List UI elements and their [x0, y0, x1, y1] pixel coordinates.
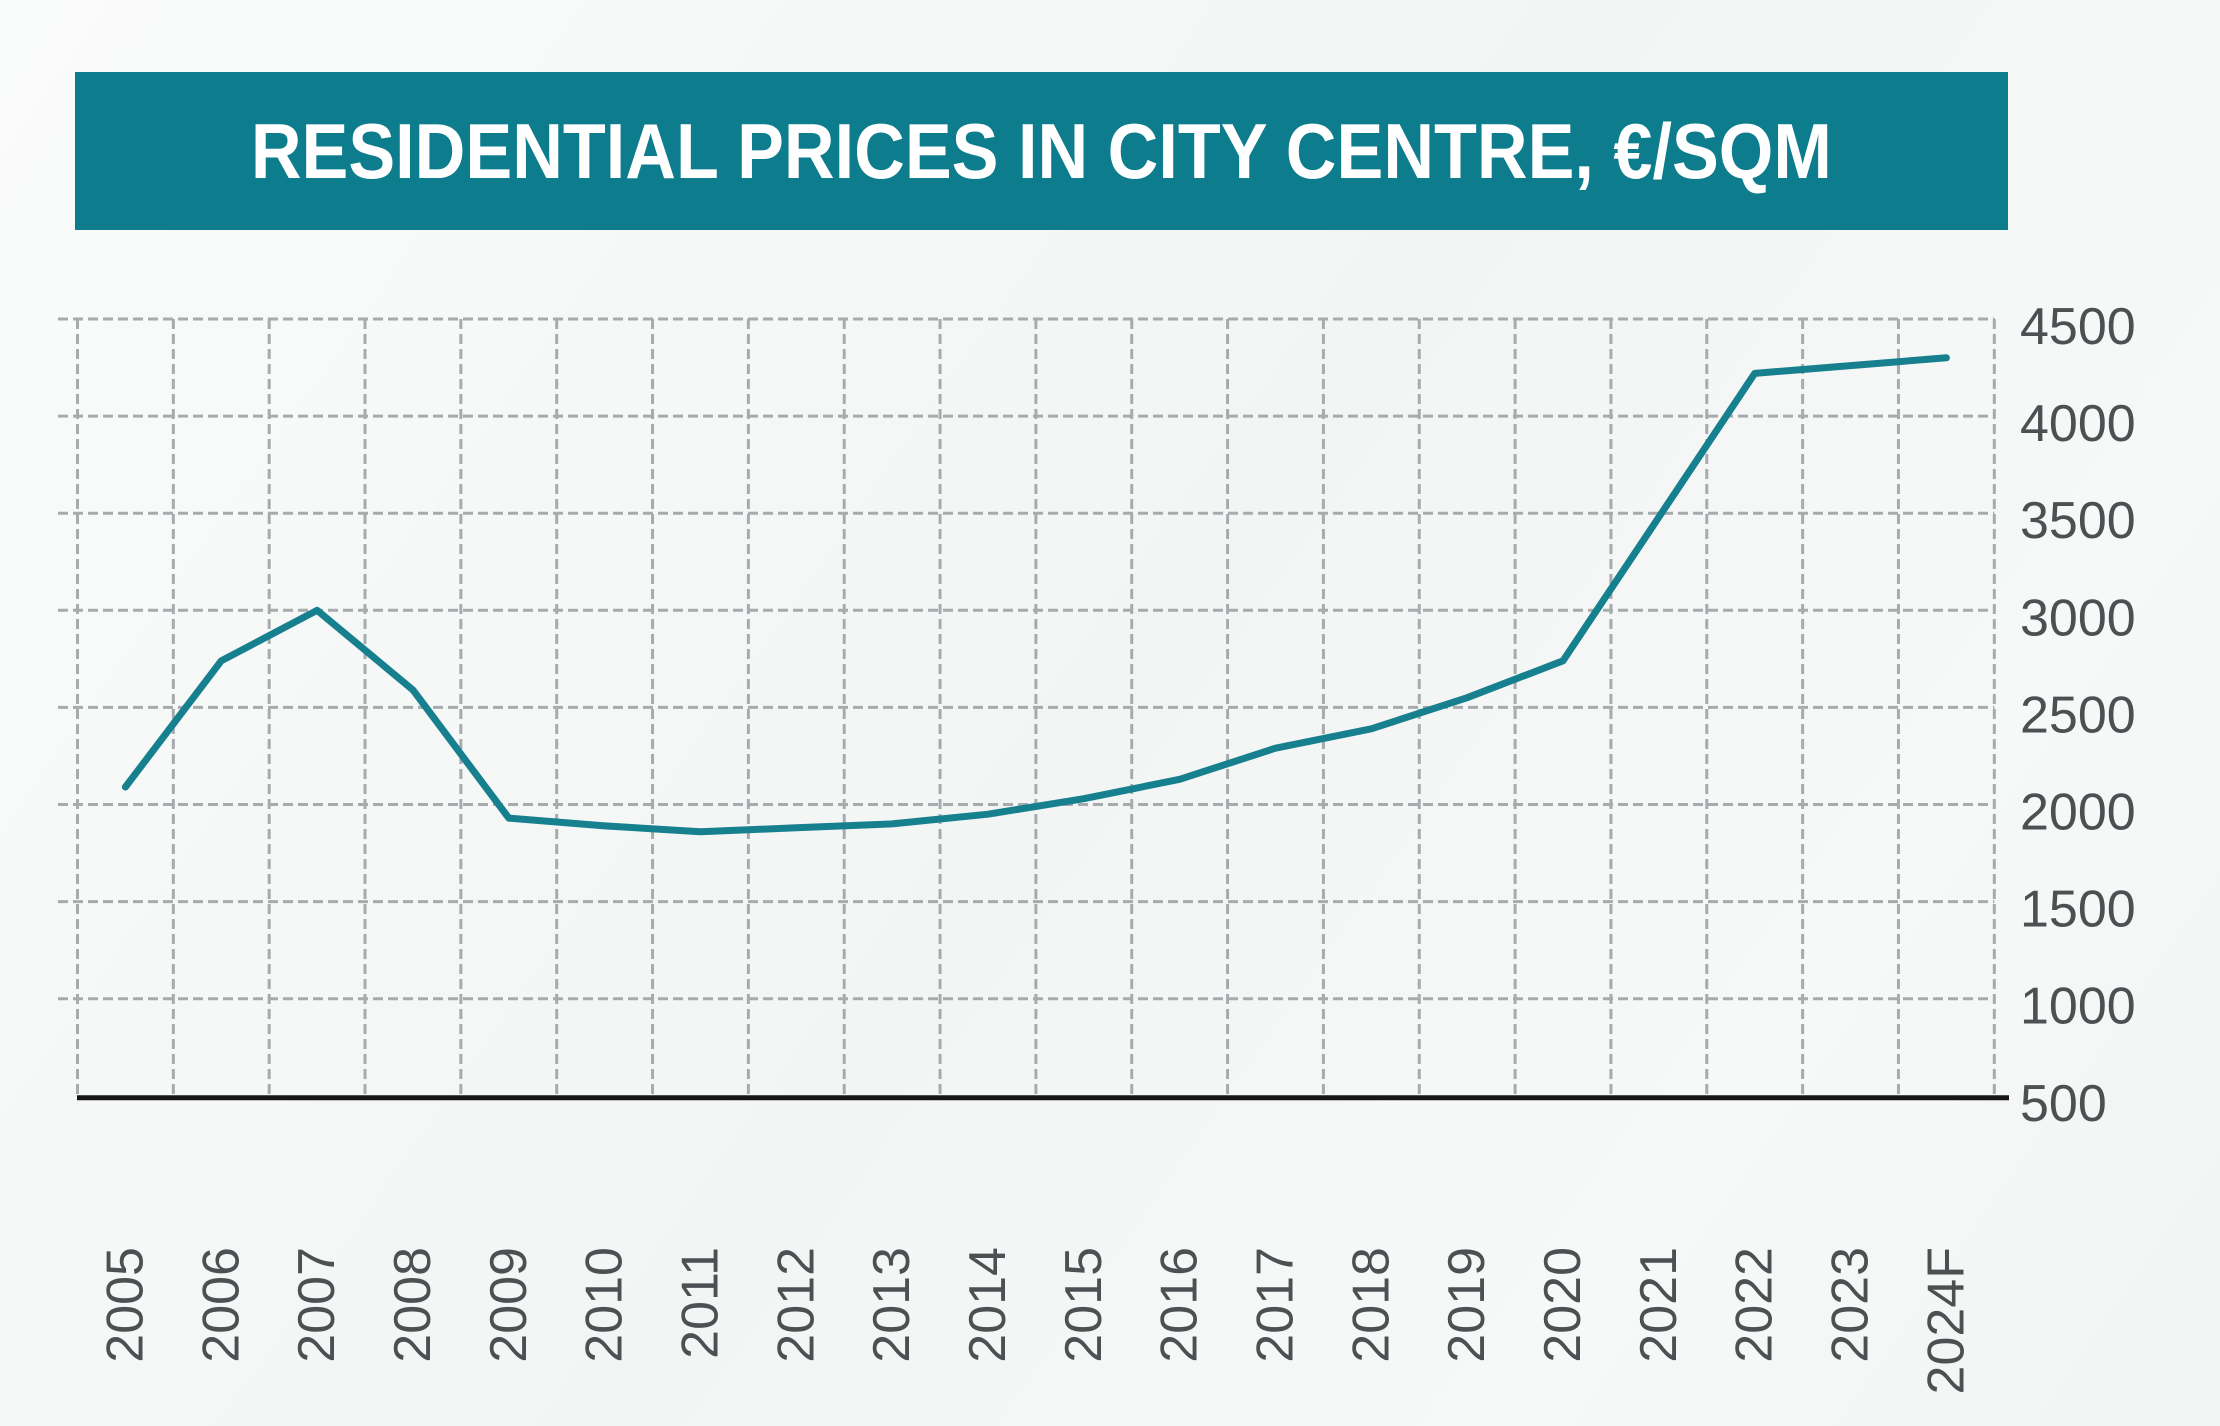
x-axis-label: 2006: [192, 1247, 250, 1363]
chart-title: RESIDENTIAL PRICES IN CITY CENTRE, €/SQM: [250, 106, 1833, 195]
x-axis-label: 2023: [1822, 1247, 1880, 1363]
x-axis-label: 2011: [671, 1247, 729, 1359]
x-axis-label: 2008: [384, 1247, 442, 1363]
y-axis-label: 3500: [2020, 492, 2136, 550]
x-axis-label: 2010: [576, 1247, 634, 1363]
x-axis-label: 2005: [96, 1247, 154, 1363]
x-axis-label: 2019: [1438, 1247, 1496, 1363]
x-axis-label: 2024F: [1917, 1247, 1975, 1394]
x-axis-label: 2012: [767, 1247, 825, 1363]
x-axis-label: 2017: [1247, 1247, 1305, 1363]
x-axis-label: 2022: [1726, 1247, 1784, 1363]
x-axis-label: 2021: [1630, 1247, 1688, 1363]
y-axis-label: 2500: [2020, 686, 2136, 744]
x-axis-label: 2016: [1151, 1247, 1209, 1363]
price-line: [121, 354, 1950, 836]
x-axis-labels: 2005 2006 2007 2008 2009 2010 2011 2012 2013 2014…: [96, 1247, 1975, 1394]
x-axis-label: 2007: [288, 1247, 346, 1363]
y-axis-labels: 4500 4000 3500 3000 2500 2000 1500 1000 500: [2020, 298, 2136, 1133]
grid-horizontal-lines: [58, 317, 1995, 1001]
y-axis-label: 4500: [2020, 298, 2136, 356]
y-axis-label: 3000: [2020, 589, 2136, 647]
y-axis-label: 4000: [2020, 395, 2136, 453]
x-axis-label: 2014: [959, 1247, 1017, 1363]
y-axis-label: 1000: [2020, 978, 2136, 1036]
y-axis-label: 1500: [2020, 881, 2136, 939]
title-banner: RESIDENTIAL PRICES IN CITY CENTRE, €/SQM: [75, 72, 2008, 230]
y-axis-label: 500: [2020, 1075, 2107, 1133]
y-axis-label: 2000: [2020, 784, 2136, 842]
x-axis-label: 2009: [480, 1247, 538, 1363]
price-line-group: [121, 354, 1950, 836]
x-axis-label: 2018: [1342, 1247, 1400, 1363]
x-axis-label: 2020: [1534, 1247, 1592, 1363]
x-axis-label: 2013: [863, 1247, 921, 1363]
x-axis-label: 2015: [1055, 1247, 1113, 1363]
